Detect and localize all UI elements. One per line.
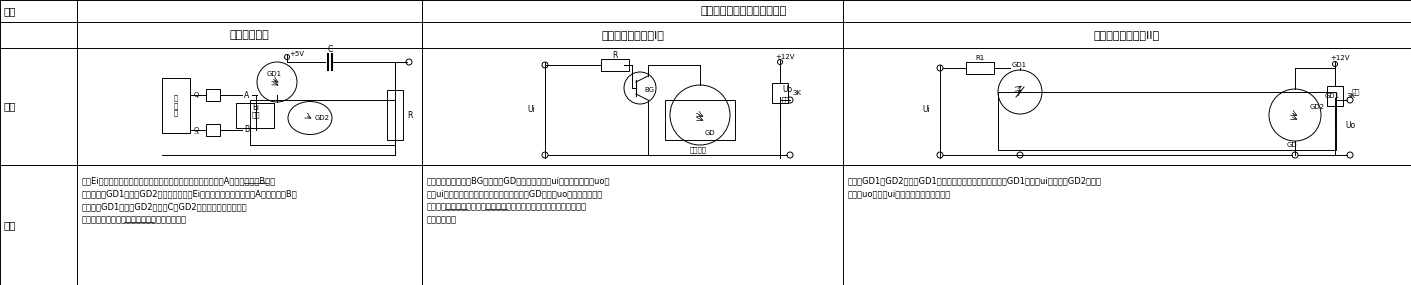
Bar <box>601 59 629 71</box>
Text: 输出: 输出 <box>782 97 790 103</box>
Text: 通用变压器隔离的调制器，精度高，因变压器电压不能太大，引起输出脉: 通用变压器隔离的调制器，精度高，因变压器电压不能太大，引起输出脉 <box>428 203 587 211</box>
Text: 输出Ei被测电压，经斩波取样后送到编码器里进行编码测量，当A点是低电位，B点为: 输出Ei被测电压，经斩波取样后送到编码器里进行编码测量，当A点是低电位，B点为 <box>82 176 277 186</box>
Circle shape <box>787 152 793 158</box>
Text: GD1: GD1 <box>1012 62 1027 68</box>
Circle shape <box>1268 89 1321 141</box>
Text: BG: BG <box>643 87 655 93</box>
Text: —: — <box>193 131 199 137</box>
Text: Q: Q <box>193 92 199 98</box>
Bar <box>772 83 787 103</box>
Text: +12V: +12V <box>1331 55 1349 61</box>
Text: 冲波顶不平。: 冲波顶不平。 <box>428 215 457 225</box>
Text: 隔离式斩波电路（I）: 隔离式斩波电路（I） <box>601 30 665 40</box>
Circle shape <box>1348 152 1353 158</box>
Bar <box>236 103 274 128</box>
Text: +12V: +12V <box>775 54 794 60</box>
Circle shape <box>285 54 289 60</box>
Text: 用两只GD1及GD2。其中GD1作开关器，当斩波脉冲输入时，GD1导通，ui反相传至GD2的输出: 用两只GD1及GD2。其中GD1作开关器，当斩波脉冲输入时，GD1导通，ui反相… <box>848 176 1102 186</box>
Text: GD: GD <box>706 130 715 136</box>
Text: 振
荡
器: 振 荡 器 <box>174 95 178 116</box>
Circle shape <box>1017 152 1023 158</box>
Text: 3K: 3K <box>1346 93 1355 99</box>
Bar <box>387 90 404 140</box>
Text: GD1: GD1 <box>267 71 282 77</box>
Circle shape <box>624 72 656 104</box>
Text: 说明: 说明 <box>4 220 17 230</box>
Bar <box>162 78 190 133</box>
Bar <box>250 100 395 145</box>
Text: 比普通的晶体管或场效应管斩波器具有更高精度: 比普通的晶体管或场效应管斩波器具有更高精度 <box>82 215 188 225</box>
Text: R: R <box>406 111 412 119</box>
Circle shape <box>777 60 783 64</box>
Bar <box>998 92 1336 150</box>
Text: Ui: Ui <box>528 105 535 115</box>
Text: 用光电耦合器组成的斩波电路: 用光电耦合器组成的斩波电路 <box>701 6 787 16</box>
Circle shape <box>787 97 793 103</box>
Circle shape <box>1332 62 1338 66</box>
Text: 直接斩波电路: 直接斩波电路 <box>230 30 270 40</box>
Bar <box>206 124 220 136</box>
Text: 斩波脉冲: 斩波脉冲 <box>690 147 707 153</box>
Circle shape <box>257 62 296 102</box>
Text: Uo: Uo <box>782 86 792 95</box>
Circle shape <box>542 62 547 68</box>
Text: +5V: +5V <box>289 51 303 57</box>
Circle shape <box>670 85 729 145</box>
Circle shape <box>937 65 943 71</box>
Circle shape <box>998 70 1041 114</box>
Text: 隔离式斩波电路（II）: 隔离式斩波电路（II） <box>1094 30 1160 40</box>
Text: 输出: 输出 <box>1352 89 1360 95</box>
Text: GD2: GD2 <box>1309 104 1325 110</box>
Text: 当斩波脉冲输入时，BG导通，则GD导通，输入边的ui传至输出边，而uo正: 当斩波脉冲输入时，BG导通，则GD导通，输入边的ui传至输出边，而uo正 <box>428 176 611 186</box>
Text: 边，使uo与输入ui及斩波脉冲都能离起来。: 边，使uo与输入ui及斩波脉冲都能离起来。 <box>848 190 951 198</box>
Circle shape <box>1348 97 1353 103</box>
Text: 高电位时，GD1导通，GD2截止，被测电压Ei直接送到输出端，反之，A点高电位，B点: 高电位时，GD1导通，GD2截止，被测电压Ei直接送到输出端，反之，A点高电位，… <box>82 190 298 198</box>
Text: GD: GD <box>1287 142 1298 148</box>
Bar <box>665 100 735 140</box>
Circle shape <box>937 152 943 158</box>
Text: GD1: GD1 <box>1325 93 1340 99</box>
Text: R: R <box>612 50 618 60</box>
Text: Ei: Ei <box>253 103 260 111</box>
Text: 表二: 表二 <box>4 6 17 16</box>
Bar <box>967 62 993 74</box>
Circle shape <box>1292 152 1298 158</box>
Text: 电路: 电路 <box>4 101 17 111</box>
Text: R1: R1 <box>975 55 985 61</box>
Circle shape <box>542 152 547 158</box>
Bar <box>206 89 220 101</box>
Text: 被测: 被测 <box>251 112 260 118</box>
Text: Q: Q <box>193 127 199 133</box>
Text: B: B <box>244 125 250 135</box>
Ellipse shape <box>288 101 332 135</box>
Bar <box>1326 86 1343 106</box>
Text: C: C <box>327 44 333 54</box>
Text: Ui: Ui <box>923 105 930 115</box>
Text: A: A <box>244 91 250 99</box>
Text: Uo: Uo <box>1345 121 1355 129</box>
Text: 低电位，GD1截止，GD2导通，C经GD2放电，输出端回到零。: 低电位，GD1截止，GD2导通，C经GD2放电，输出端回到零。 <box>82 203 247 211</box>
Circle shape <box>406 59 412 65</box>
Text: 3K: 3K <box>792 90 801 96</box>
Text: GD2: GD2 <box>315 115 330 121</box>
Text: 比于ui但相位相反，反之，斩波脉冲为零时，GD截止，uo为高电平，比普: 比于ui但相位相反，反之，斩波脉冲为零时，GD截止，uo为高电平，比普 <box>428 190 604 198</box>
